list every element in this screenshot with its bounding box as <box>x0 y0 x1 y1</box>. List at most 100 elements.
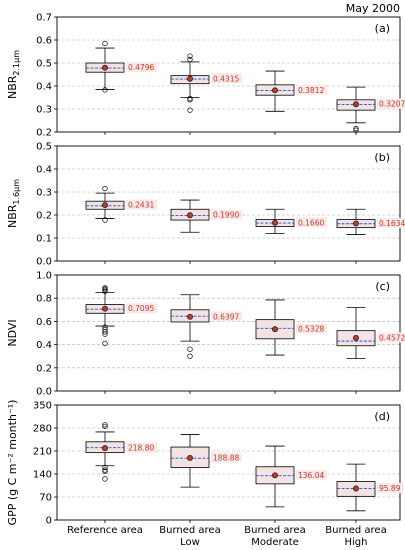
box-group: 0.7095 <box>85 285 157 347</box>
outlier-point <box>102 185 108 192</box>
box-group: 0.4572 <box>336 307 405 359</box>
y-tick-label: 350 <box>33 401 52 412</box>
panel-label: (d) <box>374 410 390 423</box>
box-group: 0.1634 <box>336 208 405 235</box>
mean-marker <box>272 219 278 226</box>
panel-label: (c) <box>375 280 390 293</box>
mean-value-label: 0.1660 <box>298 218 324 227</box>
mean-label-bg <box>296 469 327 480</box>
outlier-point <box>102 217 108 223</box>
y-tick-label: 1.0 <box>36 271 52 282</box>
mean-marker <box>353 485 359 492</box>
mean-label-bg <box>296 217 327 228</box>
mean-marker <box>187 454 193 461</box>
y-axis-label: GPP (g C m⁻² month⁻¹) <box>6 400 19 526</box>
mean-marker <box>187 313 193 320</box>
outlier-point <box>102 288 108 294</box>
box-group: 0.1660 <box>255 208 327 234</box>
y-tick-label: 0.1 <box>36 234 52 245</box>
mean-marker <box>272 87 278 94</box>
chart-panel: 0.0 0.2 0.4 0.6 0.8 1.0 (c) NDVI 0.7095 0.6397 0.5… <box>6 271 405 398</box>
mean-value-label: 0.4315 <box>213 74 239 83</box>
mean-marker <box>187 212 193 219</box>
plot-frame <box>56 16 401 133</box>
box-group: 0.3207 <box>336 86 405 133</box>
y-tick-label: 0.0 <box>36 387 52 398</box>
y-tick-label: 0.2 <box>36 211 52 222</box>
chart-panel: 0.2 0.3 0.4 0.5 0.6 0.7 (a) NBR2.1μm 0.4796 0.431… <box>6 13 405 139</box>
mean-value-label: 95.89 <box>379 484 401 493</box>
y-tick-label: 0.4 <box>36 82 52 93</box>
y-axis-label: NDVI <box>6 319 19 346</box>
x-tick-label: Burned area <box>244 525 305 536</box>
mean-value-label: 0.3812 <box>298 86 324 95</box>
mean-value-label: 0.5328 <box>298 325 324 334</box>
outlier-point <box>102 422 108 428</box>
mean-marker <box>102 64 108 71</box>
box-group: 0.1990 <box>170 199 242 233</box>
mean-value-label: 0.7095 <box>128 304 154 313</box>
y-tick-label: 0.4 <box>36 340 52 351</box>
outlier-point <box>353 125 359 132</box>
y-tick-label: 0 <box>46 516 52 527</box>
y-tick-label: 0.6 <box>36 317 52 328</box>
plot-frame <box>56 145 401 262</box>
mean-value-label: 188.88 <box>213 453 239 462</box>
box-group: 0.6397 <box>170 294 242 359</box>
outlier-point <box>102 423 108 430</box>
panel-label: (a) <box>375 22 390 35</box>
mean-marker <box>272 326 278 333</box>
mean-value-label: 136.04 <box>298 471 324 480</box>
mean-marker <box>272 472 278 479</box>
mean-label-bg <box>211 311 242 322</box>
outlier-point <box>187 107 193 113</box>
outlier-point <box>187 97 193 103</box>
mean-value-label: 0.1990 <box>213 211 239 220</box>
outlier-point <box>187 353 193 359</box>
box-group: 218.80 <box>85 422 157 482</box>
box-group: 0.4796 <box>85 40 157 93</box>
box-group: 0.2431 <box>85 185 157 223</box>
figure-title: May 2000 <box>346 2 400 15</box>
mean-label-bg <box>377 332 405 343</box>
mean-label-bg <box>126 199 157 210</box>
y-tick-label: 140 <box>33 470 52 481</box>
y-tick-label: 0.3 <box>36 188 52 199</box>
mean-value-label: 0.4796 <box>128 63 154 72</box>
x-tick-label: Burned area <box>325 525 386 536</box>
mean-marker <box>353 220 359 227</box>
y-tick-label: 0.0 <box>36 257 52 268</box>
mean-label-bg <box>211 452 242 463</box>
x-tick-label: High <box>345 537 368 548</box>
mean-label-bg <box>296 84 327 95</box>
mean-label-bg <box>377 482 404 493</box>
panels: 0.2 0.3 0.4 0.5 0.6 0.7 (a) NBR2.1μm 0.4796 0.431… <box>6 13 405 548</box>
outlier-point <box>102 87 108 93</box>
box-group: 0.3812 <box>255 70 327 112</box>
chart-panel: 0 70 140 210 280 350 (d) GPP (g C m⁻² month⁻¹) 2… <box>6 400 404 548</box>
mean-value-label: 218.80 <box>128 444 154 453</box>
y-tick-label: 0.7 <box>36 13 52 24</box>
mean-value-label: 0.6397 <box>213 312 239 321</box>
y-axis-label: NBR2.1μm <box>6 50 21 99</box>
y-tick-label: 0.6 <box>36 36 52 47</box>
x-tick-label: Burned area <box>159 525 220 536</box>
y-tick-label: 280 <box>33 424 52 435</box>
chart-panel: 0.0 0.1 0.2 0.3 0.4 0.5 (b) NBR1.6μm 0.2431 0.199… <box>6 142 405 268</box>
box-group: 0.4315 <box>170 53 242 113</box>
outlier-point <box>102 476 108 482</box>
outlier-point <box>102 331 108 337</box>
mean-label-bg <box>377 98 405 109</box>
outlier-point <box>102 464 108 471</box>
y-axis-label: NBR1.6μm <box>6 179 21 228</box>
mean-label-bg <box>126 442 157 453</box>
mean-marker <box>187 75 193 82</box>
outlier-point <box>187 346 193 352</box>
y-tick-label: 0.4 <box>36 165 52 176</box>
outlier-point <box>187 53 193 59</box>
y-tick-label: 210 <box>33 447 52 458</box>
mean-label-bg <box>296 323 327 334</box>
mean-label-bg <box>211 209 242 220</box>
y-tick-label: 0.2 <box>36 363 52 374</box>
